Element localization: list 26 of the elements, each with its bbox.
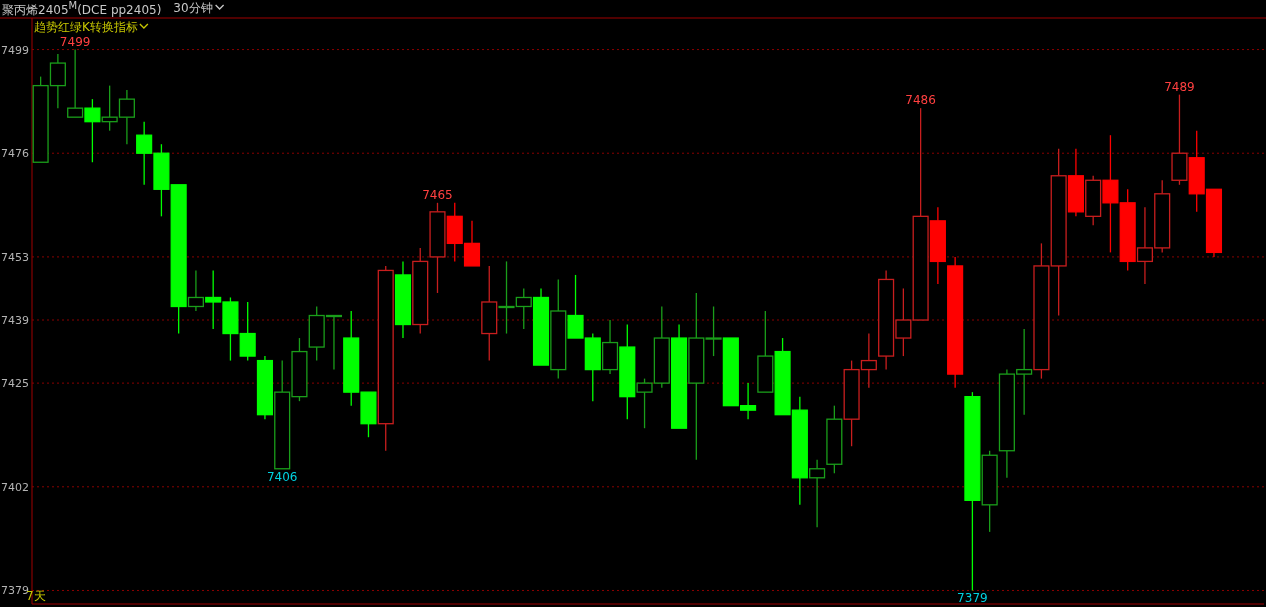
candlestick <box>394 260 412 339</box>
candlestick <box>256 355 274 420</box>
annotation: 7486 <box>905 93 936 108</box>
annotation: 7499 <box>59 34 91 49</box>
candlestick <box>187 269 204 312</box>
candlestick <box>601 319 619 375</box>
y-tick-label: 7402 <box>1 480 29 494</box>
y-tick-label: 7476 <box>1 147 29 161</box>
annotation: 7465 <box>422 187 453 202</box>
candlestick <box>1067 148 1084 217</box>
annotation: 趋势红绿K转换指标 <box>34 19 138 36</box>
annotation: 7406 <box>266 469 298 484</box>
chart-title: 聚丙烯2405$^{M}$(DCE pp2405) <box>2 0 162 19</box>
chart-subtitle: 30分钟 <box>173 0 213 17</box>
candlestick <box>947 256 964 389</box>
candlestick <box>1050 148 1067 317</box>
y-tick-label: 7499 <box>1 43 29 57</box>
annotation: 7489 <box>1164 79 1195 94</box>
y-tick-label: 7425 <box>1 377 29 391</box>
y-tick-label: 7453 <box>1 250 29 264</box>
candlestick <box>809 459 826 529</box>
candlestick <box>619 323 636 420</box>
candlestick <box>929 206 946 285</box>
annotation: 7379 <box>957 591 988 606</box>
y-tick-label: 7439 <box>1 314 29 328</box>
y-tick-label: 7379 <box>1 584 29 598</box>
